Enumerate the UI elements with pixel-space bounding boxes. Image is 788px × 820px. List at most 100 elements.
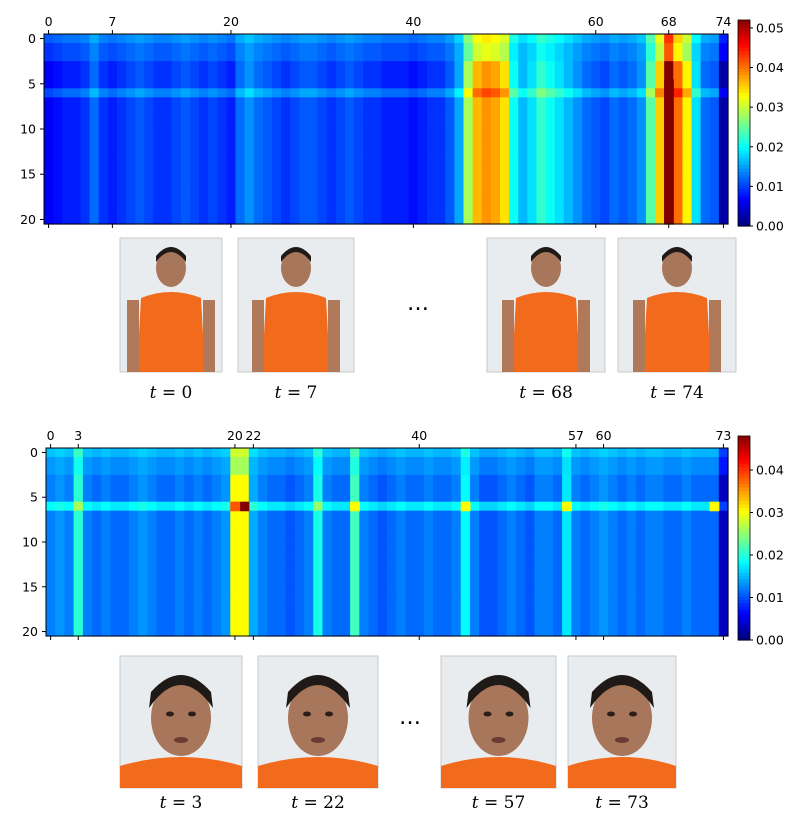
heatmap-cell	[153, 97, 164, 107]
heatmap-cell	[591, 124, 601, 135]
heatmap-cell	[481, 61, 492, 71]
heatmap-cell	[290, 97, 300, 107]
heatmap-cell	[368, 492, 379, 503]
heatmap-cell	[359, 501, 370, 512]
heatmap-cell	[92, 555, 102, 565]
heatmap-cell	[326, 214, 337, 225]
heatmap-cell	[479, 465, 489, 476]
heatmap-cell	[335, 106, 346, 117]
heatmap-cell	[331, 618, 342, 628]
heatmap-cell	[153, 52, 164, 62]
heatmap-cell	[153, 124, 164, 135]
heatmap-cell	[399, 178, 410, 189]
heatmap-cell	[221, 528, 231, 539]
heatmap-cell	[664, 34, 674, 44]
heatmap-cell	[267, 627, 278, 637]
heatmap-cell	[673, 70, 683, 80]
heatmap-cell	[368, 448, 379, 458]
heatmap-cell	[119, 501, 130, 512]
heatmap-cell	[387, 618, 397, 628]
heatmap-cell	[199, 196, 209, 207]
colorbar-segment	[738, 524, 750, 529]
heatmap-cell	[509, 88, 519, 98]
heatmap-cell	[175, 582, 185, 592]
colorbar-segment	[738, 592, 750, 597]
heatmap-cell	[497, 546, 508, 557]
heatmap-cell	[589, 465, 600, 476]
heatmap-cell	[189, 43, 200, 53]
heatmap-cell	[423, 582, 434, 592]
heatmap-cell	[46, 546, 56, 557]
heatmap-cell	[331, 528, 342, 539]
heatmap-cell	[545, 142, 556, 153]
heatmap-cell	[126, 115, 136, 126]
heatmap-cell	[673, 187, 683, 198]
heatmap-cell	[472, 160, 483, 171]
heatmap-cell	[598, 582, 609, 592]
heatmap-cell	[119, 519, 130, 530]
heatmap-cell	[645, 501, 655, 512]
heatmap-cell	[184, 501, 195, 512]
heatmap-cell	[672, 456, 683, 467]
heatmap-cell	[636, 61, 647, 71]
heatmap-cell	[107, 43, 118, 53]
heatmap-cell	[527, 88, 538, 98]
heatmap-cell	[276, 582, 287, 592]
heatmap-cell	[110, 501, 121, 512]
heatmap-cell	[110, 474, 121, 485]
heatmap-cell	[267, 492, 278, 503]
top-tick-label: 20	[227, 428, 243, 443]
heatmap-cell	[572, 196, 583, 207]
heatmap-cell	[563, 133, 574, 144]
heatmap-cell	[472, 52, 483, 62]
heatmap-cell	[472, 169, 483, 180]
heatmap-cell	[189, 178, 200, 189]
heatmap-cell	[497, 528, 508, 539]
heatmap-cell	[527, 142, 538, 153]
heatmap-cell	[331, 600, 342, 610]
heatmap-cell	[53, 115, 63, 126]
heatmap-cell	[672, 546, 683, 557]
heatmap-cell	[433, 537, 443, 548]
heatmap-cell	[436, 79, 446, 89]
heatmap-cell	[326, 205, 337, 216]
heatmap-cell	[189, 115, 200, 126]
heatmap-cell	[709, 528, 720, 539]
heatmap-cell	[552, 555, 563, 565]
heatmap-cell	[92, 448, 102, 458]
hair	[466, 675, 531, 708]
heatmap-cell	[304, 465, 314, 476]
heatmap-cell	[554, 61, 565, 71]
heatmap-cell	[527, 151, 538, 162]
heatmap-cell	[598, 591, 609, 601]
heatmap-cell	[445, 133, 455, 144]
heatmap-cell	[497, 591, 508, 601]
heatmap-cell	[545, 43, 556, 53]
heatmap-cell	[506, 600, 517, 610]
heatmap-cell	[427, 79, 437, 89]
heatmap-cell	[217, 196, 227, 207]
heatmap-cell	[681, 555, 692, 565]
heatmap-cell	[175, 609, 185, 619]
heatmap-cell	[267, 474, 278, 485]
heatmap-cell	[525, 528, 536, 539]
heatmap-cell	[126, 43, 136, 53]
heatmap-cell	[285, 537, 296, 548]
heatmap-cell	[608, 582, 619, 592]
heatmap-cell	[536, 115, 547, 126]
heatmap-cell	[276, 448, 287, 458]
heatmap-cell	[350, 627, 360, 637]
y-tick-label: 20	[22, 624, 38, 639]
top-tick-label: 73	[715, 428, 731, 443]
heatmap-cell	[460, 456, 471, 467]
heatmap-cell	[253, 34, 264, 44]
heatmap-cell	[497, 510, 508, 521]
heatmap-cell	[672, 528, 683, 539]
heatmap-cell	[718, 70, 729, 80]
heatmap-cell	[563, 79, 574, 89]
heatmap-cell	[408, 178, 419, 189]
heatmap-cell	[433, 573, 443, 583]
heatmap-cell	[645, 160, 656, 171]
heatmap-cell	[335, 43, 346, 53]
heatmap-cell	[445, 160, 455, 171]
